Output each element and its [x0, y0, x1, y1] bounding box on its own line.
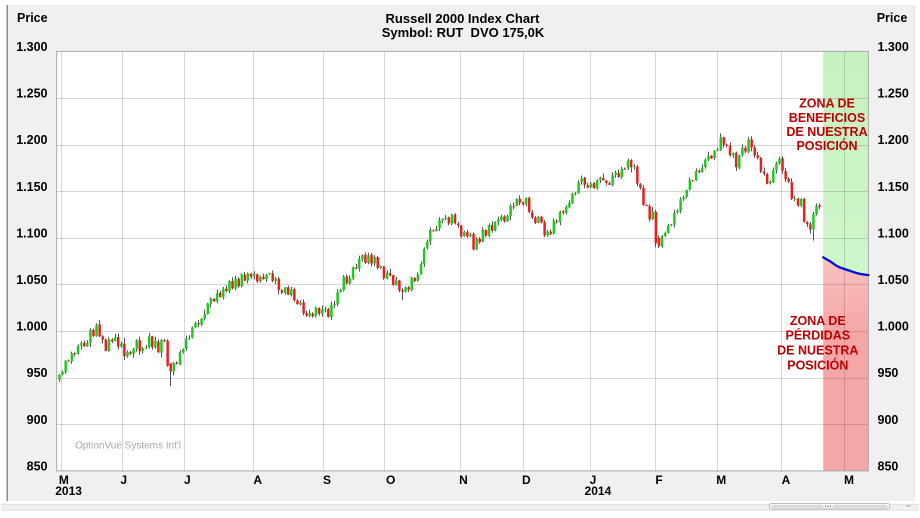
- svg-text:D: D: [522, 473, 531, 487]
- svg-text:Price: Price: [17, 11, 48, 25]
- svg-text:1.150: 1.150: [16, 180, 47, 194]
- svg-text:J: J: [590, 473, 597, 487]
- svg-text:A: A: [782, 473, 791, 487]
- svg-text:M: M: [59, 473, 69, 487]
- svg-text:POSICIÓN: POSICIÓN: [787, 357, 848, 372]
- svg-text:J: J: [120, 473, 127, 487]
- svg-text:2013: 2013: [55, 484, 82, 498]
- svg-text:1.050: 1.050: [16, 273, 47, 287]
- svg-text:F: F: [655, 473, 662, 487]
- svg-text:ZONA DE: ZONA DE: [799, 97, 855, 111]
- svg-text:Symbol: RUT DVO 175,0K: Symbol: RUT DVO 175,0K: [382, 25, 545, 40]
- svg-text:M: M: [844, 473, 854, 487]
- svg-text:O: O: [386, 473, 395, 487]
- svg-text:950: 950: [878, 366, 899, 380]
- svg-text:DE NUESTRA: DE NUESTRA: [777, 344, 858, 358]
- svg-text:1.000: 1.000: [878, 320, 909, 334]
- svg-text:J: J: [184, 473, 191, 487]
- svg-text:OptionVue Systems Int'l: OptionVue Systems Int'l: [75, 441, 181, 452]
- svg-text:N: N: [459, 473, 468, 487]
- svg-text:A: A: [253, 473, 262, 487]
- svg-text:S: S: [323, 473, 331, 487]
- svg-text:1.200: 1.200: [16, 133, 47, 147]
- svg-text:1.250: 1.250: [16, 87, 47, 101]
- svg-text:1.000: 1.000: [16, 320, 47, 334]
- svg-text:900: 900: [27, 413, 48, 427]
- svg-text:1.300: 1.300: [16, 40, 47, 54]
- svg-text:2014: 2014: [585, 484, 612, 498]
- svg-text:Russell 2000 Index Chart: Russell 2000 Index Chart: [386, 11, 541, 26]
- svg-text:1.250: 1.250: [878, 87, 909, 101]
- svg-text:1.100: 1.100: [16, 226, 47, 240]
- svg-text:850: 850: [878, 459, 899, 473]
- svg-text:M: M: [716, 473, 726, 487]
- svg-text:900: 900: [878, 413, 899, 427]
- svg-text:1.300: 1.300: [878, 40, 909, 54]
- svg-text:1.200: 1.200: [878, 133, 909, 147]
- svg-text:PÉRDIDAS: PÉRDIDAS: [786, 328, 851, 343]
- svg-text:950: 950: [27, 366, 48, 380]
- svg-text:POSICIÓN: POSICIÓN: [796, 138, 857, 153]
- svg-text:1.100: 1.100: [878, 226, 909, 240]
- svg-text:850: 850: [27, 459, 48, 473]
- svg-text:BENEFICIOS: BENEFICIOS: [789, 111, 865, 125]
- svg-text:1.050: 1.050: [878, 273, 909, 287]
- svg-text:1.150: 1.150: [878, 180, 909, 194]
- svg-text:ZONA DE: ZONA DE: [790, 314, 846, 328]
- svg-text:Price: Price: [877, 11, 908, 25]
- svg-text:DE NUESTRA: DE NUESTRA: [786, 125, 867, 139]
